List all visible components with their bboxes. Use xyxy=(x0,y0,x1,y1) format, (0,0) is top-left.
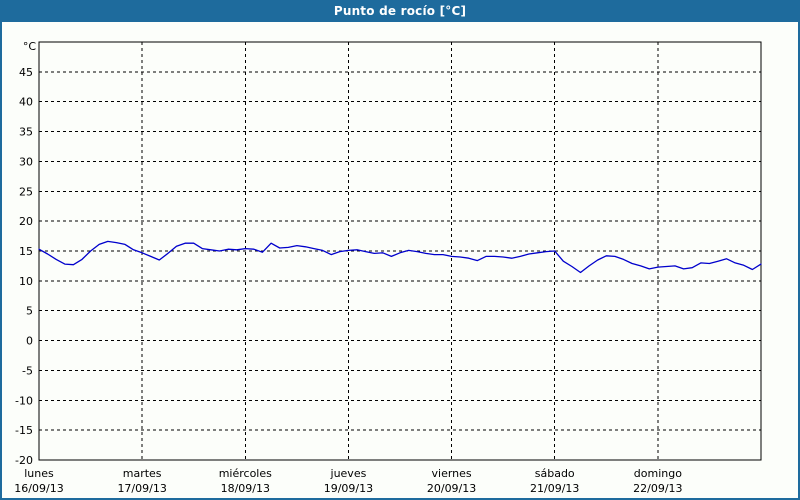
y-axis: 45 40 35 30 25 20 15 10 5 0 -5 -10 -15 -20 °C xyxy=(15,40,761,467)
x-axis: lunes 16/09/13 martes 17/09/13 miércoles 18/0… xyxy=(14,42,683,495)
y-axis-unit-label: °C xyxy=(23,40,37,53)
day-name-label: martes xyxy=(123,467,162,480)
day-name-label: jueves xyxy=(330,467,367,480)
y-tick-label: 35 xyxy=(19,126,33,139)
window-title-bar: Punto de rocío [°C] xyxy=(0,0,800,22)
y-tick-label: -20 xyxy=(15,454,33,467)
y-tick-label: 45 xyxy=(19,66,33,79)
day-date-label: 18/09/13 xyxy=(221,482,270,495)
day-name-label: viernes xyxy=(432,467,472,480)
day-date-label: 19/09/13 xyxy=(324,482,373,495)
day-date-label: 17/09/13 xyxy=(117,482,166,495)
day-name-label: domingo xyxy=(634,467,682,480)
y-tick-label: 10 xyxy=(19,275,33,288)
plot-border xyxy=(38,41,762,461)
dew-point-series-line xyxy=(38,240,762,274)
day-date-label: 16/09/13 xyxy=(14,482,63,495)
day-date-label: 21/09/13 xyxy=(530,482,579,495)
y-tick-label: 0 xyxy=(26,335,33,348)
y-tick-label: -10 xyxy=(15,394,33,407)
y-tick-label: 30 xyxy=(19,155,33,168)
y-tick-label: 15 xyxy=(19,245,33,258)
day-name-label: lunes xyxy=(24,467,54,480)
y-tick-label: 20 xyxy=(19,215,33,228)
y-tick-label: 25 xyxy=(19,185,33,198)
y-tick-label: -5 xyxy=(22,364,33,377)
day-date-label: 22/09/13 xyxy=(633,482,682,495)
y-tick-label: -15 xyxy=(15,424,33,437)
y-tick-label: 5 xyxy=(26,305,33,318)
y-tick-label: 40 xyxy=(19,96,33,109)
day-name-label: miércoles xyxy=(219,467,272,480)
chart-title: Punto de rocío [°C] xyxy=(333,4,467,18)
day-date-label: 20/09/13 xyxy=(427,482,476,495)
day-name-label: sábado xyxy=(535,467,575,480)
